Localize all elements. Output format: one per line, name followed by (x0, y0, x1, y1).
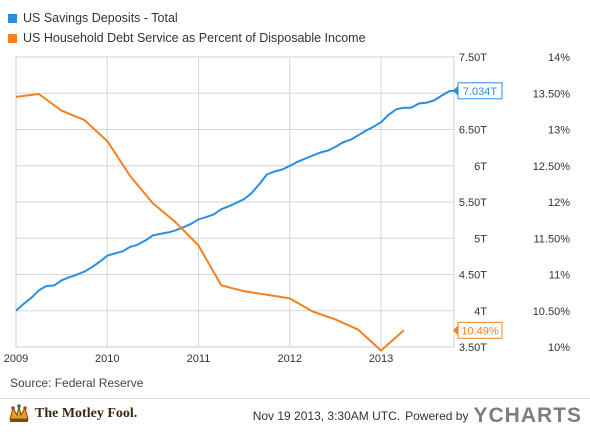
ycharts-logo[interactable]: YCHARTS (473, 404, 582, 427)
end-label-box-savings (457, 82, 503, 100)
legend-item-debt-service[interactable]: US Household Debt Service as Percent of … (8, 28, 366, 48)
legend-label-debt-service: US Household Debt Service as Percent of … (23, 31, 366, 45)
motley-fool-logo[interactable]: The Motley Fool. (8, 403, 137, 425)
legend-swatch-savings (8, 13, 17, 23)
y-left-tick-label: 6.50T (459, 125, 487, 137)
end-label-pointer-savings (453, 85, 458, 96)
powered-by-text: Powered by (405, 409, 469, 423)
legend-label-savings: US Savings Deposits - Total (23, 11, 178, 25)
timestamp: Nov 19 2013, 3:30AM UTC. (252, 409, 401, 423)
footer-divider (0, 398, 590, 399)
jester-hat-icon (9, 404, 29, 422)
end-label-savings: 7.034T (463, 86, 498, 98)
footer-credit: Nov 19 2013, 3:30AM UTC. Powered by YCHA… (253, 404, 582, 428)
line-chart: 3.50T4T4.50T5T5.50T6T6.50T7T7.50T10%10.5… (4, 52, 570, 365)
y-right-tick-label: 10.50% (533, 306, 571, 318)
y-right-tick-label: 14% (548, 52, 570, 64)
source-note: Source: Federal Reserve (10, 376, 144, 390)
x-tick-label: 2010 (95, 353, 119, 365)
x-tick-label: 2011 (187, 353, 211, 365)
y-left-tick-label: 4.50T (459, 270, 487, 282)
series-lines (15, 89, 455, 352)
y-left-tick-label: 5.50T (459, 197, 487, 209)
x-tick-label: 2013 (369, 353, 393, 365)
y-right-tick-label: 11.50% (534, 233, 571, 245)
y-left-tick-label: 4T (474, 306, 487, 318)
x-tick-label: 2009 (4, 353, 28, 365)
legend-item-savings[interactable]: US Savings Deposits - Total (8, 8, 366, 28)
y-right-tick-label: 12% (548, 197, 570, 209)
series-line-savings-deposits (15, 89, 455, 312)
series-line-debt-service (15, 93, 405, 352)
y-right-tick-label: 13% (548, 125, 570, 137)
end-label-debt-service: 10.49% (461, 325, 499, 337)
y-left-tick-label: 7.50T (459, 52, 487, 64)
end-label-box-debt (457, 321, 503, 339)
y-right-tick-label: 11% (549, 270, 570, 282)
end-label-pointer-debt (453, 325, 458, 336)
y-left-tick-label: 3.50T (459, 342, 487, 354)
y-right-tick-label: 12.50% (533, 161, 571, 173)
end-labels: 7.034T 10.49% (453, 82, 503, 339)
legend-swatch-debt-service (8, 33, 17, 43)
y-right-tick-label: 10% (548, 342, 570, 354)
logo-text: The Motley Fool. (35, 406, 138, 421)
axes: 3.50T4T4.50T5T5.50T6T6.50T7T7.50T10%10.5… (4, 52, 570, 365)
x-tick-label: 2012 (278, 353, 302, 365)
y-right-tick-label: 13.50% (533, 88, 571, 100)
chart-legend: US Savings Deposits - Total US Household… (8, 8, 366, 48)
y-left-tick-label: 5T (474, 233, 487, 245)
y-left-tick-label: 6T (474, 161, 487, 173)
